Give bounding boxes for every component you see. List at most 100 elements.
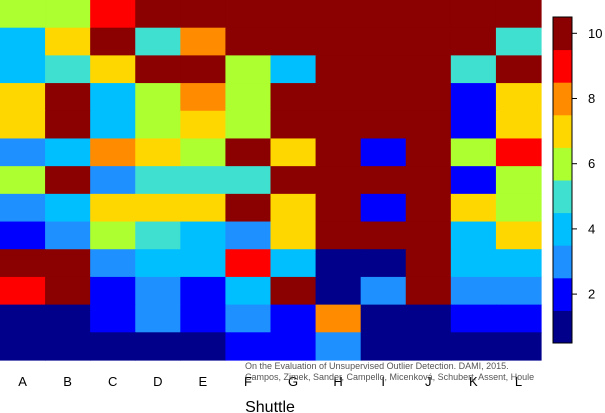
heatmap-cell	[315, 193, 362, 223]
heatmap-cell	[135, 332, 181, 361]
colorbar-tick-label: 4	[588, 221, 595, 236]
colorbar	[552, 16, 573, 344]
heatmap-cell	[495, 110, 542, 140]
heatmap-cell	[225, 110, 272, 140]
heatmap-cell	[90, 27, 136, 56]
heatmap-cell	[0, 276, 46, 306]
heatmap-cell	[180, 27, 227, 56]
heatmap-cell	[495, 27, 542, 56]
x-tick-label: D	[153, 374, 162, 389]
heatmap-cell	[495, 83, 542, 112]
heatmap-cell	[180, 221, 227, 250]
heatmap-cell	[225, 193, 272, 223]
heatmap-cell	[90, 276, 136, 306]
heatmap-cell	[270, 0, 317, 29]
heatmap-cell	[135, 55, 181, 84]
heatmap-cell	[315, 332, 362, 361]
heatmap-cell	[90, 249, 136, 278]
heatmap-cell	[0, 0, 46, 29]
heatmap-cell	[90, 0, 136, 29]
heatmap-cell	[270, 110, 317, 140]
x-tick-label: B	[63, 374, 72, 389]
x-tick-label: G	[288, 374, 298, 389]
x-tick-label: K	[469, 374, 478, 389]
heatmap-cell	[180, 193, 227, 223]
colorbar-tick-label: 2	[588, 287, 595, 302]
heatmap-cell	[495, 55, 542, 84]
colorbar-segment	[553, 277, 572, 311]
heatmap-cell	[270, 138, 317, 167]
heatmap-cell	[135, 27, 181, 56]
heatmap-cell	[90, 138, 136, 167]
heatmap-cell	[0, 221, 46, 250]
heatmap-cell	[495, 221, 542, 250]
heatmap-cell	[270, 249, 317, 278]
heatmap-cell	[405, 249, 452, 278]
heatmap-cell	[270, 166, 317, 195]
heatmap-cell	[495, 138, 542, 167]
heatmap-cell	[495, 332, 542, 361]
heatmap-cell	[0, 83, 46, 112]
x-tick-label: C	[108, 374, 117, 389]
heatmap-cell	[135, 193, 181, 223]
heatmap-cell	[135, 249, 181, 278]
heatmap-cell	[135, 83, 181, 112]
heatmap-cells	[0, 0, 542, 361]
heatmap-cell	[225, 27, 272, 56]
heatmap-cell	[360, 0, 407, 29]
heatmap-cell	[45, 110, 91, 140]
heatmap-cell	[135, 221, 181, 250]
colorbar-segment	[553, 82, 572, 116]
colorbar-tick-label: 8	[588, 91, 595, 106]
heatmap-cell	[90, 166, 136, 195]
heatmap-cell	[180, 332, 227, 361]
heatmap-cell	[180, 166, 227, 195]
heatmap-cell	[270, 27, 317, 56]
credit-line-1: On the Evaluation of Unsupervised Outlie…	[245, 361, 509, 371]
heatmap-cell	[180, 304, 227, 333]
heatmap-cell	[450, 166, 497, 195]
heatmap-cell	[180, 138, 227, 167]
colorbar-segment	[553, 310, 572, 344]
heatmap-cell	[450, 83, 497, 112]
heatmap-cell	[405, 193, 452, 223]
heatmap-cell	[270, 55, 317, 84]
heatmap-cell	[450, 276, 497, 306]
heatmap-cell	[0, 193, 46, 223]
credit-line-2: Campos, Zimek, Sander, Campello, Micenko…	[245, 372, 534, 382]
heatmap-cell	[45, 221, 91, 250]
heatmap-cell	[90, 332, 136, 361]
heatmap-cell	[135, 0, 181, 29]
heatmap-cell	[450, 304, 497, 333]
heatmap-cell	[360, 304, 407, 333]
heatmap-cell	[495, 304, 542, 333]
heatmap-cell	[360, 138, 407, 167]
heatmap-cell	[45, 249, 91, 278]
heatmap-cell	[225, 0, 272, 29]
colorbar-segment	[553, 114, 572, 148]
heatmap-cell	[495, 193, 542, 223]
heatmap-cell	[405, 0, 452, 29]
heatmap-cell	[450, 221, 497, 250]
heatmap-cell	[90, 83, 136, 112]
heatmap-cell	[405, 304, 452, 333]
heatmap-cell	[0, 55, 46, 84]
heatmap-cell	[135, 138, 181, 167]
heatmap-cell	[405, 221, 452, 250]
x-tick-label: A	[18, 374, 27, 389]
heatmap-cell	[360, 27, 407, 56]
heatmap-cell	[270, 332, 317, 361]
heatmap-cell	[360, 332, 407, 361]
heatmap-cell	[450, 0, 497, 29]
heatmap-cell	[90, 193, 136, 223]
heatmap-cell	[90, 304, 136, 333]
heatmap-cell	[0, 249, 46, 278]
heatmap-cell	[270, 193, 317, 223]
heatmap-cell	[45, 276, 91, 306]
heatmap-cell	[405, 332, 452, 361]
x-tick-label: H	[333, 374, 342, 389]
heatmap-cell	[405, 83, 452, 112]
heatmap-cell	[315, 249, 362, 278]
heatmap-cell	[405, 166, 452, 195]
